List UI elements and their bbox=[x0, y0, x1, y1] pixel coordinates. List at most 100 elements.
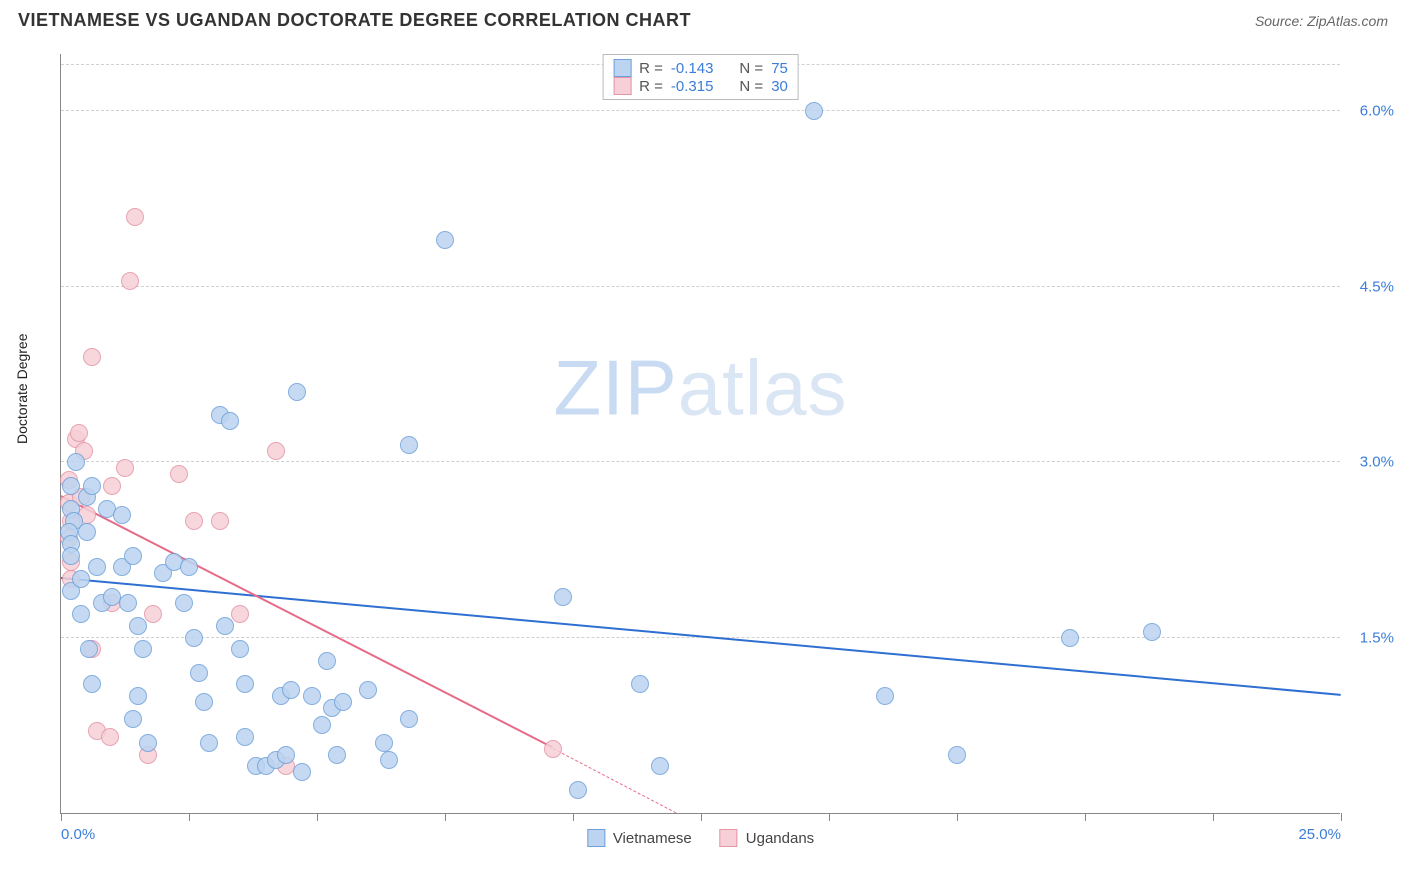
data-point-vietnamese bbox=[313, 716, 331, 734]
data-point-vietnamese bbox=[216, 617, 234, 635]
gridline bbox=[61, 110, 1340, 111]
data-point-ugandans bbox=[126, 208, 144, 226]
x-tick bbox=[1213, 813, 1214, 821]
data-point-vietnamese bbox=[948, 746, 966, 764]
data-point-vietnamese bbox=[277, 746, 295, 764]
y-tick-label: 1.5% bbox=[1360, 629, 1394, 646]
y-axis-label: Doctorate Degree bbox=[14, 333, 30, 444]
data-point-vietnamese bbox=[195, 693, 213, 711]
data-point-ugandans bbox=[211, 512, 229, 530]
data-point-vietnamese bbox=[554, 588, 572, 606]
legend-stats-row: R = -0.143 N = 75 bbox=[613, 59, 788, 77]
data-point-vietnamese bbox=[328, 746, 346, 764]
plot-area: ZIPatlas R = -0.143 N = 75 R = -0.315 N … bbox=[60, 54, 1340, 814]
gridline bbox=[61, 461, 1340, 462]
legend-stats-row: R = -0.315 N = 30 bbox=[613, 77, 788, 95]
data-point-vietnamese bbox=[400, 710, 418, 728]
data-point-vietnamese bbox=[400, 436, 418, 454]
data-point-vietnamese bbox=[129, 687, 147, 705]
data-point-vietnamese bbox=[236, 728, 254, 746]
chart-source: Source: ZipAtlas.com bbox=[1255, 13, 1388, 29]
legend-label: Vietnamese bbox=[613, 830, 692, 847]
x-tick bbox=[829, 813, 830, 821]
data-point-ugandans bbox=[544, 740, 562, 758]
data-point-ugandans bbox=[144, 605, 162, 623]
data-point-vietnamese bbox=[124, 547, 142, 565]
data-point-ugandans bbox=[70, 424, 88, 442]
x-tick bbox=[317, 813, 318, 821]
data-point-vietnamese bbox=[62, 547, 80, 565]
legend-swatch-icon bbox=[613, 77, 631, 95]
data-point-vietnamese bbox=[303, 687, 321, 705]
data-point-vietnamese bbox=[134, 640, 152, 658]
x-tick-label: 25.0% bbox=[1298, 826, 1341, 843]
data-point-vietnamese bbox=[375, 734, 393, 752]
data-point-vietnamese bbox=[334, 693, 352, 711]
data-point-vietnamese bbox=[282, 681, 300, 699]
data-point-ugandans bbox=[170, 465, 188, 483]
data-point-vietnamese bbox=[139, 734, 157, 752]
legend-item: Ugandans bbox=[720, 829, 814, 847]
data-point-vietnamese bbox=[200, 734, 218, 752]
data-point-vietnamese bbox=[288, 383, 306, 401]
data-point-vietnamese bbox=[185, 629, 203, 647]
r-value: -0.315 bbox=[671, 78, 714, 95]
n-label: N = bbox=[739, 60, 763, 77]
chart-container: Doctorate Degree ZIPatlas R = -0.143 N =… bbox=[20, 44, 1390, 874]
data-point-ugandans bbox=[101, 728, 119, 746]
chart-title: VIETNAMESE VS UGANDAN DOCTORATE DEGREE C… bbox=[18, 10, 691, 31]
data-point-vietnamese bbox=[119, 594, 137, 612]
legend-series: Vietnamese Ugandans bbox=[587, 829, 814, 847]
y-tick-label: 3.0% bbox=[1360, 454, 1394, 471]
data-point-ugandans bbox=[103, 477, 121, 495]
data-point-vietnamese bbox=[221, 412, 239, 430]
data-point-vietnamese bbox=[175, 594, 193, 612]
data-point-vietnamese bbox=[72, 605, 90, 623]
x-tick bbox=[957, 813, 958, 821]
data-point-ugandans bbox=[185, 512, 203, 530]
x-tick bbox=[1341, 813, 1342, 821]
data-point-vietnamese bbox=[83, 477, 101, 495]
data-point-ugandans bbox=[121, 272, 139, 290]
y-tick-label: 4.5% bbox=[1360, 278, 1394, 295]
data-point-vietnamese bbox=[67, 453, 85, 471]
data-point-vietnamese bbox=[190, 664, 208, 682]
data-point-ugandans bbox=[116, 459, 134, 477]
data-point-vietnamese bbox=[83, 675, 101, 693]
data-point-vietnamese bbox=[72, 570, 90, 588]
data-point-vietnamese bbox=[1061, 629, 1079, 647]
data-point-vietnamese bbox=[88, 558, 106, 576]
data-point-vietnamese bbox=[78, 523, 96, 541]
r-label: R = bbox=[639, 60, 663, 77]
data-point-vietnamese bbox=[180, 558, 198, 576]
y-tick-label: 6.0% bbox=[1360, 103, 1394, 120]
n-value: 75 bbox=[771, 60, 788, 77]
gridline bbox=[61, 286, 1340, 287]
data-point-vietnamese bbox=[80, 640, 98, 658]
x-tick bbox=[573, 813, 574, 821]
legend-item: Vietnamese bbox=[587, 829, 692, 847]
data-point-vietnamese bbox=[62, 477, 80, 495]
data-point-ugandans bbox=[83, 348, 101, 366]
data-point-vietnamese bbox=[231, 640, 249, 658]
x-tick bbox=[701, 813, 702, 821]
data-point-vietnamese bbox=[113, 506, 131, 524]
watermark: ZIPatlas bbox=[553, 342, 847, 433]
data-point-vietnamese bbox=[380, 751, 398, 769]
legend-label: Ugandans bbox=[746, 830, 814, 847]
n-label: N = bbox=[739, 78, 763, 95]
data-point-vietnamese bbox=[293, 763, 311, 781]
x-tick bbox=[1085, 813, 1086, 821]
data-point-vietnamese bbox=[436, 231, 454, 249]
r-value: -0.143 bbox=[671, 60, 714, 77]
data-point-vietnamese bbox=[359, 681, 377, 699]
r-label: R = bbox=[639, 78, 663, 95]
legend-swatch-icon bbox=[720, 829, 738, 847]
data-point-vietnamese bbox=[318, 652, 336, 670]
n-value: 30 bbox=[771, 78, 788, 95]
data-point-vietnamese bbox=[805, 102, 823, 120]
data-point-vietnamese bbox=[1143, 623, 1161, 641]
data-point-vietnamese bbox=[236, 675, 254, 693]
data-point-vietnamese bbox=[569, 781, 587, 799]
x-tick bbox=[189, 813, 190, 821]
